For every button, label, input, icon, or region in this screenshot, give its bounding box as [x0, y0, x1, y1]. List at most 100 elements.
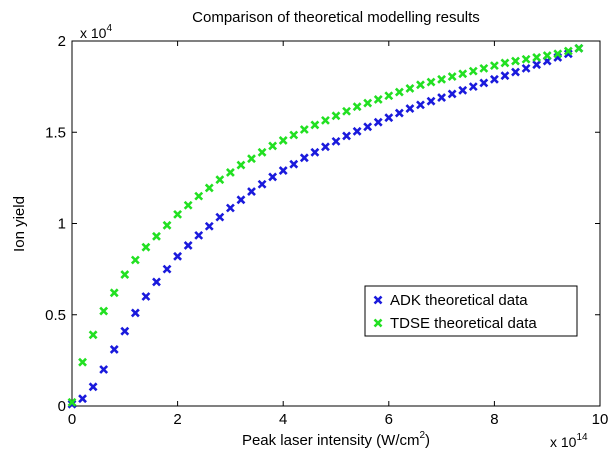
data-point	[299, 153, 309, 163]
legend-marker-symbol	[373, 318, 383, 328]
data-point	[384, 91, 394, 101]
y-exponent-power: 4	[106, 23, 112, 34]
data-point	[426, 96, 436, 106]
data-point	[225, 167, 235, 177]
data-point	[289, 130, 299, 140]
legend-label-adk: ADK theoretical data	[390, 292, 528, 309]
data-point	[236, 195, 246, 205]
data-point	[204, 221, 214, 231]
y-axis-exponent: x 104	[80, 23, 112, 41]
data-point	[257, 147, 267, 157]
data-point	[384, 113, 394, 123]
data-point	[152, 231, 161, 241]
data-point	[310, 120, 320, 130]
data-point	[78, 394, 87, 404]
data-point	[247, 154, 256, 164]
x-tick-label: 10	[592, 411, 609, 428]
data-point	[468, 66, 478, 76]
data-point	[194, 191, 204, 201]
data-point	[99, 365, 109, 374]
data-point	[278, 136, 288, 145]
data-point	[363, 122, 373, 132]
x-tick-label: 8	[490, 411, 498, 428]
data-point	[88, 330, 98, 340]
svg-text:x 1014: x 1014	[550, 432, 588, 450]
legend-marker-tdse	[373, 318, 383, 328]
data-point	[373, 94, 383, 104]
x-exponent-base: x 10	[550, 434, 577, 450]
data-point	[331, 111, 341, 121]
data-point	[437, 93, 447, 102]
data-point	[489, 74, 499, 84]
series-tdse	[67, 43, 584, 407]
data-point	[141, 242, 151, 252]
data-point	[416, 100, 425, 110]
data-point	[511, 56, 520, 66]
data-point	[109, 288, 119, 298]
chart-title: Comparison of theoretical modelling resu…	[192, 9, 480, 26]
y-tick-label: 1	[58, 216, 66, 233]
x-axis-label-text: Peak laser intensity (W/cm	[242, 432, 420, 449]
x-tick-label: 4	[279, 411, 287, 428]
data-point	[225, 203, 235, 213]
x-tick-label: 6	[385, 411, 393, 428]
data-point	[173, 251, 183, 261]
data-point	[162, 220, 172, 230]
data-point	[447, 89, 457, 99]
data-point	[183, 240, 193, 250]
data-point	[437, 74, 447, 84]
axis-ticks	[71, 40, 601, 407]
legend-label-tdse: TDSE theoretical data	[390, 315, 537, 332]
data-point	[162, 264, 172, 274]
data-point	[532, 60, 542, 70]
data-point	[405, 104, 415, 113]
data-point	[310, 147, 320, 157]
data-point	[511, 67, 520, 77]
data-point	[542, 51, 552, 61]
data-point	[394, 108, 404, 118]
data-point	[532, 53, 542, 62]
axis-tick-labels: 0 2 4 6 8 10 0 0.5 1 1.5 2	[45, 33, 608, 428]
y-tick-label: 0	[58, 398, 66, 415]
data-point	[426, 77, 436, 87]
data-point	[521, 54, 531, 64]
data-point	[342, 106, 351, 116]
data-point	[373, 117, 383, 127]
series-adk	[67, 43, 584, 409]
data-point	[352, 126, 362, 136]
x-axis-label: Peak laser intensity (W/cm2)	[242, 430, 430, 449]
y-tick-label: 1.5	[45, 124, 66, 141]
data-point	[321, 115, 330, 125]
data-point	[574, 43, 584, 53]
y-exponent-base: x 10	[80, 25, 107, 41]
data-point	[321, 142, 330, 152]
x-axis-label-close: )	[425, 432, 430, 449]
data-point	[268, 172, 278, 182]
legend-marker-symbol	[373, 295, 383, 305]
data-point	[204, 183, 214, 193]
svg-text:x 104: x 104	[80, 23, 112, 41]
data-point	[500, 71, 510, 81]
data-point	[173, 209, 183, 219]
data-point	[247, 187, 256, 196]
y-tick-label: 2	[58, 33, 66, 50]
data-point	[67, 397, 77, 407]
data-point	[120, 270, 130, 280]
x-tick-label: 0	[68, 411, 76, 428]
data-point	[500, 58, 510, 68]
x-axis-exponent: x 1014	[550, 432, 588, 450]
data-point	[342, 131, 351, 141]
data-point	[563, 46, 573, 56]
data-point	[394, 87, 404, 97]
x-axis-label-sup: 2	[419, 430, 425, 441]
x-exponent-power: 14	[576, 432, 588, 443]
data-point	[299, 125, 309, 134]
data-point	[194, 230, 204, 240]
data-point	[215, 175, 225, 185]
legend-box	[364, 285, 578, 337]
data-point	[268, 141, 278, 151]
x-tick-label: 2	[173, 411, 181, 428]
data-point	[458, 69, 468, 79]
data-point	[99, 306, 109, 316]
data-point	[563, 49, 573, 59]
